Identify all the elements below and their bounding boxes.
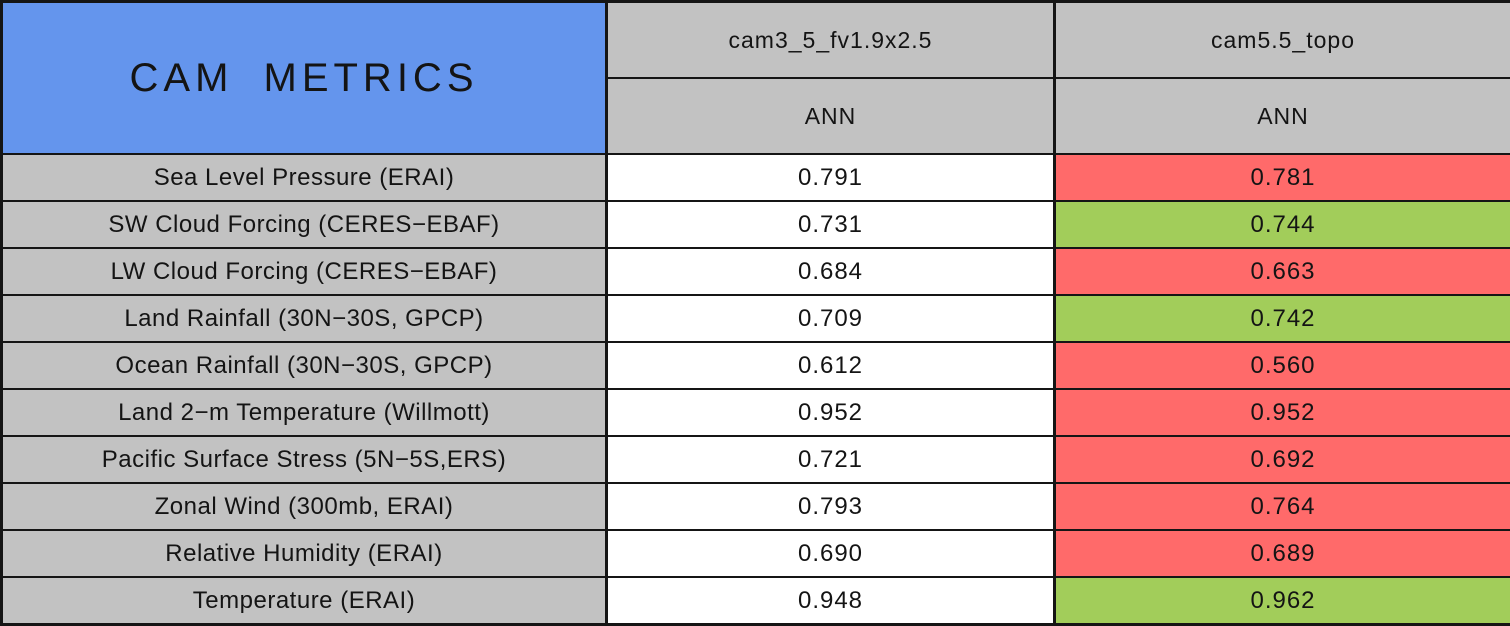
value-cell-cam5: 0.692 [1055, 436, 1510, 483]
metric-label: Zonal Wind (300mb, ERAI) [2, 483, 607, 530]
value-cell-cam5: 0.744 [1055, 201, 1510, 248]
column-header-model-cam5: cam5.5_topo [1055, 2, 1510, 79]
metric-label: Temperature (ERAI) [2, 577, 607, 625]
metric-label: SW Cloud Forcing (CERES−EBAF) [2, 201, 607, 248]
value-cell-cam3: 0.948 [607, 577, 1055, 625]
column-header-season-cam3: ANN [607, 78, 1055, 154]
value-cell-cam3: 0.690 [607, 530, 1055, 577]
value-cell-cam3: 0.791 [607, 154, 1055, 201]
value-cell-cam5: 0.781 [1055, 154, 1510, 201]
metric-label: Relative Humidity (ERAI) [2, 530, 607, 577]
table-title: CAM METRICS [2, 2, 607, 155]
value-cell-cam5: 0.560 [1055, 342, 1510, 389]
value-cell-cam5: 0.962 [1055, 577, 1510, 625]
metric-label: Land 2−m Temperature (Willmott) [2, 389, 607, 436]
value-cell-cam3: 0.684 [607, 248, 1055, 295]
table-header: CAM METRICS cam3_5_fv1.9x2.5 cam5.5_topo… [2, 2, 1510, 155]
value-cell-cam3: 0.709 [607, 295, 1055, 342]
column-header-model-cam3: cam3_5_fv1.9x2.5 [607, 2, 1055, 79]
metric-label: Ocean Rainfall (30N−30S, GPCP) [2, 342, 607, 389]
value-cell-cam3: 0.731 [607, 201, 1055, 248]
value-cell-cam5: 0.742 [1055, 295, 1510, 342]
metric-label: Pacific Surface Stress (5N−5S,ERS) [2, 436, 607, 483]
header-row-models: CAM METRICS cam3_5_fv1.9x2.5 cam5.5_topo [2, 2, 1510, 79]
value-cell-cam3: 0.612 [607, 342, 1055, 389]
value-cell-cam5: 0.764 [1055, 483, 1510, 530]
value-cell-cam3: 0.952 [607, 389, 1055, 436]
value-cell-cam3: 0.721 [607, 436, 1055, 483]
value-cell-cam5: 0.952 [1055, 389, 1510, 436]
value-cell-cam3: 0.793 [607, 483, 1055, 530]
value-cell-cam5: 0.663 [1055, 248, 1510, 295]
metric-label: Sea Level Pressure (ERAI) [2, 154, 607, 201]
value-cell-cam5: 0.689 [1055, 530, 1510, 577]
metric-label: LW Cloud Forcing (CERES−EBAF) [2, 248, 607, 295]
column-header-season-cam5: ANN [1055, 78, 1510, 154]
metric-label: Land Rainfall (30N−30S, GPCP) [2, 295, 607, 342]
